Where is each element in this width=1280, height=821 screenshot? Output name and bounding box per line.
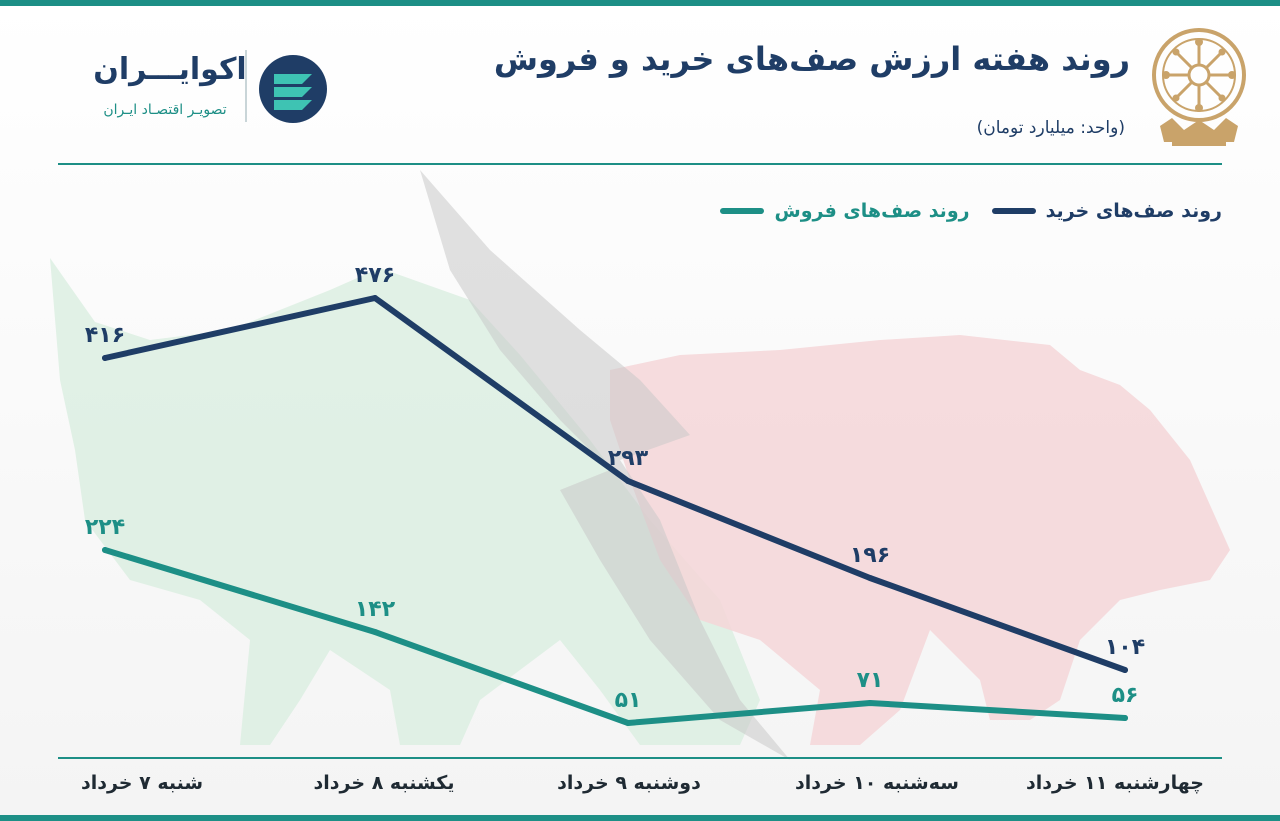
legend-item-buy: روند صف‌های خرید	[991, 200, 1222, 222]
legend-label-buy: روند صف‌های خرید	[1045, 200, 1222, 222]
x-tick-label: چهارشنبه ۱۱ خرداد	[1025, 772, 1205, 794]
brand-divider	[245, 50, 247, 122]
data-point-buy	[625, 478, 631, 484]
data-point-sell	[625, 720, 631, 726]
data-label-sell: ۵۱	[615, 688, 642, 713]
unit-label: (واحد: میلیارد تومان)	[976, 118, 1125, 138]
data-label-sell: ۵۶	[1112, 683, 1139, 708]
data-label-sell: ۷۱	[857, 668, 884, 693]
data-label-buy: ۴۱۶	[85, 323, 125, 348]
legend-swatch-buy	[991, 208, 1036, 214]
x-tick-label: سه‌شنبه ۱۰ خرداد	[795, 772, 959, 794]
data-point-sell	[372, 629, 378, 635]
data-point-sell	[102, 547, 108, 553]
data-label-buy: ۱۹۶	[850, 543, 890, 568]
x-tick-label: شنبه ۷ خرداد	[80, 772, 204, 794]
page-title: روند هفته ارزش صف‌های خرید و فروش	[493, 40, 1130, 78]
series-line-buy	[102, 295, 1128, 673]
stock-exchange-emblem-icon	[1152, 28, 1246, 146]
data-label-buy: ۱۰۴	[1105, 635, 1145, 660]
data-point-buy	[372, 295, 378, 301]
ecoiran-logo-icon	[259, 55, 327, 123]
legend-item-sell: روند صف‌های فروش	[720, 200, 970, 222]
data-point-buy	[102, 355, 108, 361]
bear-silhouette-icon	[610, 335, 1230, 745]
data-label-buy: ۴۷۶	[355, 263, 395, 288]
data-label-sell: ۲۲۴	[85, 515, 125, 540]
bull-silhouette-icon	[50, 258, 760, 745]
legend-swatch-sell	[720, 208, 765, 214]
data-point-buy	[867, 575, 873, 581]
brand-name: اکوایـــران	[93, 52, 247, 87]
data-label-buy: ۲۹۳	[608, 446, 649, 471]
x-tick-label: دوشنبه ۹ خرداد	[557, 772, 701, 794]
legend: روند صف‌های خرید روند صف‌های فروش	[720, 196, 1222, 226]
x-tick-label: یکشنبه ۸ خرداد	[313, 772, 455, 794]
data-point-sell	[1122, 715, 1128, 721]
data-point-sell	[867, 700, 873, 706]
bottom-border	[0, 815, 1280, 821]
data-label-sell: ۱۴۲	[355, 597, 396, 622]
brand-tagline: تصویـر اقتصـاد ایـران	[103, 102, 227, 118]
axis-baseline	[58, 757, 1222, 759]
data-point-buy	[1122, 667, 1128, 673]
top-border	[0, 0, 1280, 6]
header-divider	[58, 163, 1222, 165]
legend-label-sell: روند صف‌های فروش	[774, 200, 970, 222]
